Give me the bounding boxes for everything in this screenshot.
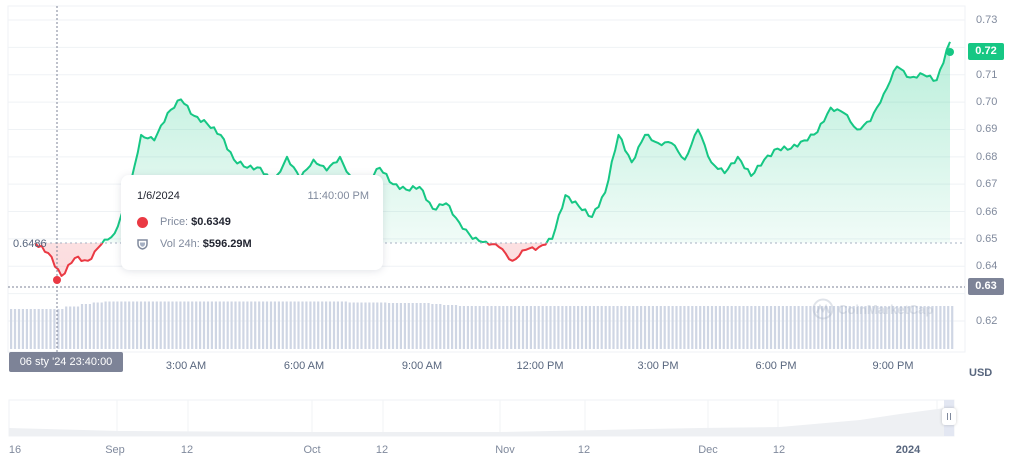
coinmarketcap-logo-icon [812, 298, 834, 320]
x-tick-label: 9:00 PM [872, 360, 914, 372]
navigator-label: Dec [698, 444, 718, 456]
tooltip-price-row: Price: $0.6349 [137, 216, 231, 228]
volume-bars [10, 301, 954, 349]
y-tick-label: 0.62 [976, 315, 998, 327]
currency-label: USD [969, 367, 993, 379]
navigator-label: Nov [495, 444, 515, 456]
tooltip: 1/6/2024 11:40:00 PM Price: $0.6349 Vol … [121, 175, 383, 270]
navigator-range-handle[interactable] [942, 408, 956, 425]
volume-shield-icon [137, 238, 148, 250]
navigator-label: Oct [303, 444, 321, 456]
navigator-label: 16 [8, 444, 22, 456]
navigator-label: 12 [772, 444, 786, 456]
y-tick-label: 0.68 [976, 150, 998, 163]
y-tick-label: 0.67 [976, 178, 998, 191]
navigator-label: 12 [180, 444, 194, 456]
navigator-label: 2024 [895, 444, 921, 456]
navigator-label: 12 [577, 444, 591, 456]
x-tick-label: 12:00 PM [516, 360, 564, 372]
y-tick-label: 0.66 [976, 205, 998, 218]
crosshair-point [53, 276, 61, 284]
watermark: CoinMarketCap [812, 298, 933, 320]
y-tick-label: 0.70 [976, 96, 998, 109]
crosshair-price-badge: 0.63 [968, 278, 1004, 295]
tooltip-time: 11:40:00 PM [307, 190, 369, 202]
x-tick-label: 3:00 PM [637, 360, 679, 372]
crosshair-time-badge: 06 sty '24 23:40:00 [9, 352, 123, 372]
x-tick-label: 6:00 AM [283, 360, 325, 372]
x-tick-label: 6:00 PM [755, 360, 797, 372]
navigator[interactable] [8, 399, 955, 437]
current-price-badge: 0.72 [968, 43, 1004, 60]
y-tick-label: 0.69 [976, 123, 998, 136]
price-dot-icon [137, 216, 148, 228]
tooltip-volume-row: Vol 24h: $596.29M [137, 238, 252, 250]
y-tick-label: 0.65 [976, 232, 998, 245]
baseline-price-label: 0.6486 [13, 238, 47, 250]
navigator-label: 12 [375, 444, 389, 456]
y-tick-label: 0.73 [976, 14, 998, 26]
y-tick-label: 0.64 [976, 260, 998, 273]
x-tick-label: 9:00 AM [401, 360, 443, 372]
current-price-point [946, 48, 954, 56]
y-tick-label: 0.71 [976, 68, 998, 81]
navigator-label: Sep [105, 444, 125, 456]
tooltip-date: 1/6/2024 [137, 190, 180, 202]
x-tick-label: 3:00 AM [165, 360, 207, 372]
price-line [34, 41, 951, 277]
